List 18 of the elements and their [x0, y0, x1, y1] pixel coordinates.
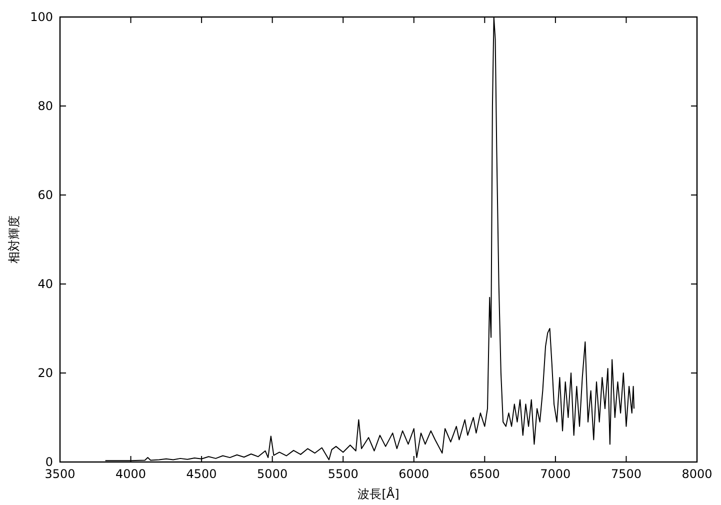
y-tick-label: 80 — [38, 99, 53, 113]
y-tick-label: 0 — [45, 455, 53, 469]
y-tick-label: 60 — [38, 188, 53, 202]
x-tick-label: 6000 — [398, 467, 430, 481]
x-tick-label: 4000 — [116, 467, 146, 481]
x-tick-label: 5000 — [257, 467, 288, 481]
x-tick-label: 5500 — [328, 467, 358, 481]
y-tick-label: 20 — [38, 366, 53, 380]
x-tick-label: 8000 — [682, 467, 712, 481]
x-tick-label: 4500 — [186, 467, 217, 481]
x-tick-label: 7500 — [610, 467, 642, 481]
y-tick-label: 100 — [30, 10, 53, 24]
x-tick-label: 6500 — [469, 467, 500, 481]
y-axis-title: 相対輝度 — [7, 216, 21, 264]
x-tick-label: 3500 — [44, 467, 76, 481]
x-axis-title: 波長[Å] — [358, 486, 400, 501]
x-tick-label: 7000 — [540, 467, 571, 481]
y-tick-label: 40 — [38, 277, 53, 291]
